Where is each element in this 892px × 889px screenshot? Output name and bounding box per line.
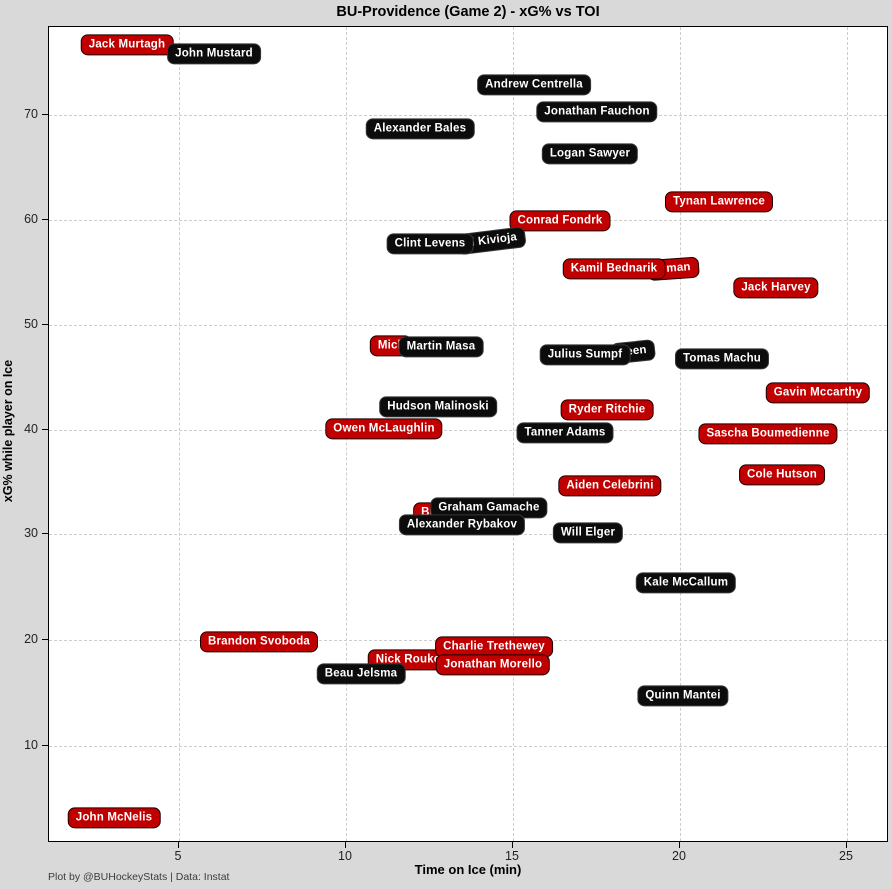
x-gridline — [847, 27, 848, 841]
x-tick-mark — [178, 842, 179, 848]
y-tick-label: 50 — [24, 317, 38, 331]
player-label: Brandon Svoboda — [199, 631, 319, 653]
y-tick-mark — [42, 639, 48, 640]
x-axis-label: Time on Ice (min) — [414, 862, 522, 877]
y-tick-mark — [42, 219, 48, 220]
x-tick-mark — [846, 842, 847, 848]
player-label: Graham Gamache — [430, 497, 548, 519]
player-label: Logan Sawyer — [541, 143, 639, 165]
player-label: Gavin Mccarthy — [765, 382, 871, 404]
y-gridline — [49, 220, 887, 221]
player-label: Andrew Centrella — [477, 74, 591, 96]
x-tick-label: 20 — [672, 849, 686, 863]
player-label: Tomas Machu — [674, 348, 770, 370]
x-tick-label: 5 — [174, 849, 182, 863]
y-tick-label: 70 — [24, 107, 38, 121]
player-label: Beau Jelsma — [316, 663, 406, 685]
player-label: Kale McCallum — [635, 572, 737, 594]
y-tick-mark — [42, 533, 48, 534]
player-label: John Mustard — [167, 43, 261, 65]
player-label: Will Elger — [552, 522, 624, 544]
y-gridline — [49, 430, 887, 431]
y-tick-label: 40 — [24, 422, 38, 436]
player-label: Alexander Bales — [365, 118, 475, 140]
x-gridline — [513, 27, 514, 841]
player-label: Tynan Lawrence — [664, 191, 774, 213]
x-tick-label: 25 — [839, 849, 853, 863]
y-tick-label: 10 — [24, 738, 38, 752]
player-label: Owen McLaughlin — [325, 418, 443, 440]
y-tick-label: 20 — [24, 632, 38, 646]
player-label: Clint Levens — [386, 233, 474, 255]
player-label: Kamil Bednarik — [562, 258, 666, 280]
chart-title: BU-Providence (Game 2) - xG% vs TOI — [336, 4, 600, 20]
y-gridline — [49, 115, 887, 116]
y-gridline — [49, 746, 887, 747]
player-label: Jack Murtagh — [80, 34, 174, 56]
player-label: Jack Harvey — [733, 277, 819, 299]
x-tick-mark — [345, 842, 346, 848]
player-label: Jonathan Morello — [435, 654, 551, 676]
player-label: Quinn Mantei — [637, 685, 729, 707]
player-label: Sascha Boumedienne — [698, 423, 838, 445]
player-label: Tanner Adams — [516, 422, 614, 444]
player-label: Alexander Rybakov — [398, 514, 526, 536]
player-label: John McNelis — [67, 807, 161, 829]
x-tick-mark — [679, 842, 680, 848]
y-tick-mark — [42, 429, 48, 430]
player-label: Hudson Malinoski — [379, 396, 497, 418]
y-tick-label: 60 — [24, 212, 38, 226]
y-gridline — [49, 325, 887, 326]
player-label: Martin Masa — [398, 336, 484, 358]
y-tick-mark — [42, 324, 48, 325]
y-tick-mark — [42, 745, 48, 746]
x-tick-mark — [512, 842, 513, 848]
x-tick-label: 10 — [338, 849, 352, 863]
x-gridline — [179, 27, 180, 841]
y-axis-label: xG% while player on Ice — [1, 359, 15, 503]
x-gridline — [680, 27, 681, 841]
player-label: Aiden Celebrini — [558, 475, 662, 497]
player-label: Ryder Ritchie — [560, 399, 654, 421]
y-tick-mark — [42, 114, 48, 115]
player-label: Conrad Fondrk — [509, 210, 611, 232]
player-label: Julius Sumpf — [539, 344, 631, 366]
x-tick-label: 15 — [505, 849, 519, 863]
attribution-text: Plot by @BUHockeyStats | Data: Instat — [48, 871, 230, 883]
player-label: Jonathan Fauchon — [536, 101, 658, 123]
y-tick-label: 30 — [24, 526, 38, 540]
player-label: Cole Hutson — [739, 464, 825, 486]
